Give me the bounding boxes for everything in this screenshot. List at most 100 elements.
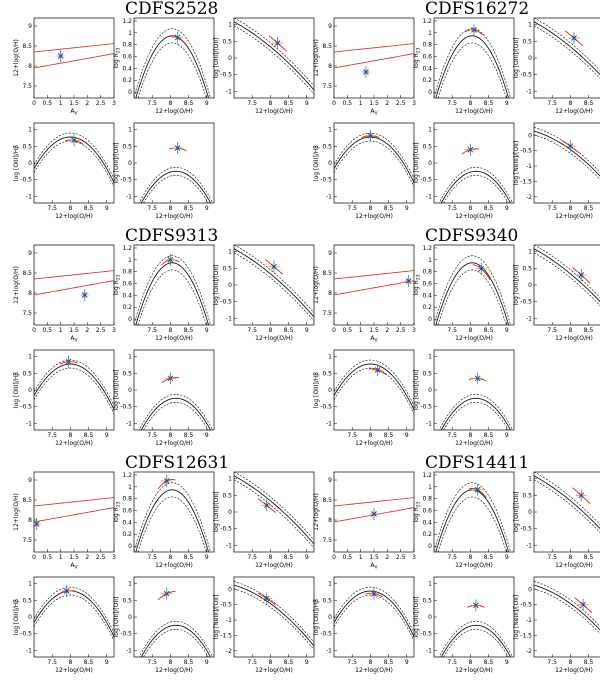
panel-av: 0 0.5 1 1.5 2 2.5 3 7.5 8 8.5 9 AV 12+log(O/H) bbox=[313, 17, 416, 117]
plot-area bbox=[34, 43, 114, 69]
x-axis-label: 12+log(O/H) bbox=[55, 213, 93, 220]
y-axis-label: log [OIII]/Hβ bbox=[313, 599, 320, 635]
y-tick-label: 0.5 bbox=[122, 370, 132, 377]
plot-frame bbox=[533, 471, 600, 553]
x-tick-label: 8.5 bbox=[84, 205, 94, 212]
model-curve bbox=[234, 248, 314, 318]
plot-area bbox=[434, 255, 511, 325]
x-axis-label: 12+log(O/H) bbox=[355, 213, 393, 220]
plot-area bbox=[134, 474, 211, 552]
y-tick-label: 0.2 bbox=[422, 531, 432, 538]
galaxy-block-cdfs9313: CDFS9313 0 0.5 1 1.5 2 2.5 3 7.5 8 8.5 9 AV 12+log(O/… bbox=[13, 226, 315, 447]
data-point bbox=[274, 40, 281, 46]
plot-frame bbox=[33, 576, 115, 658]
x-tick-label: 8 bbox=[368, 205, 372, 212]
y-tick-label: 0.5 bbox=[522, 492, 532, 499]
panel-o3hb: 7.5 8 8.5 9 -1 -0.5 0 0.5 1 12+log(O/H) log [OIII]… bbox=[13, 349, 115, 447]
plot-frame bbox=[133, 471, 215, 553]
model-curve-envelope bbox=[234, 581, 314, 643]
data-point bbox=[81, 292, 88, 298]
x-tick-label: 8 bbox=[168, 327, 172, 334]
y-tick-label: 0 bbox=[228, 55, 232, 62]
x-tick-label: 8 bbox=[268, 554, 272, 561]
plot-frame bbox=[433, 471, 515, 553]
panel-o3o2: 7.5 8 8.5 9 -1 -0.5 0 0.5 1 12+log(O/H) log [OIII]… bbox=[213, 17, 315, 115]
y-tick-label: -1 bbox=[426, 647, 432, 654]
y-tick-label: 1 bbox=[428, 30, 432, 37]
x-axis-label: 12+log(O/H) bbox=[455, 335, 493, 342]
plot-area bbox=[334, 129, 414, 187]
y-tick-label: 0.5 bbox=[422, 597, 432, 604]
y-tick-label: 0.5 bbox=[522, 38, 532, 45]
x-tick-label: 0 bbox=[332, 327, 336, 334]
y-tick-label: 8 bbox=[328, 63, 332, 70]
y-tick-label: 1.2 bbox=[422, 245, 432, 252]
x-tick-label: 8.5 bbox=[484, 659, 494, 666]
model-curve-envelope bbox=[234, 588, 314, 650]
x-tick-label: 0 bbox=[32, 100, 36, 107]
plot-frame bbox=[333, 122, 415, 204]
x-tick-label: 8 bbox=[168, 554, 172, 561]
data-point bbox=[65, 358, 72, 365]
plot-frame bbox=[533, 122, 600, 204]
x-tick-label: 9 bbox=[105, 659, 109, 666]
y-axis-label: log [OIII]/[OII] bbox=[213, 492, 220, 533]
model-curve-envelope bbox=[334, 594, 414, 641]
x-tick-label: 7.5 bbox=[47, 659, 57, 666]
y-tick-label: 0 bbox=[28, 614, 32, 621]
y-tick-label: 0.4 bbox=[122, 519, 132, 526]
data-point bbox=[571, 35, 577, 41]
y-tick-label: 1 bbox=[128, 581, 132, 588]
x-tick-label: 8.5 bbox=[484, 205, 494, 212]
x-tick-label: 7.5 bbox=[147, 554, 157, 561]
plot-area bbox=[134, 28, 211, 98]
galaxy-block-cdfs9340: CDFS9340 0 0.5 1 1.5 2 2.5 3 7.5 8 8.5 9 AV 12+log(O/… bbox=[313, 226, 600, 447]
x-tick-label: 8 bbox=[468, 554, 472, 561]
y-tick-label: 7.5 bbox=[22, 83, 32, 90]
x-tick-label: 7.5 bbox=[247, 554, 257, 561]
model-curve-envelope bbox=[438, 620, 513, 657]
y-tick-label: 0 bbox=[528, 282, 532, 289]
x-tick-label: 1 bbox=[359, 327, 363, 334]
y-tick-label: 0 bbox=[428, 614, 432, 621]
model-curve-envelope bbox=[234, 25, 314, 95]
y-tick-label: 0 bbox=[128, 160, 132, 167]
model-curve-envelope bbox=[334, 132, 414, 179]
y-tick-label: 8 bbox=[28, 517, 32, 524]
x-tick-label: 9 bbox=[205, 659, 209, 666]
y-axis-label: log [NeIII]/[OII] bbox=[513, 595, 520, 639]
model-curve-envelope bbox=[143, 401, 209, 430]
plot-area bbox=[234, 18, 314, 95]
x-tick-label: 0.5 bbox=[43, 100, 53, 107]
data-point bbox=[167, 256, 174, 263]
x-tick-label: 9 bbox=[205, 432, 209, 439]
y-tick-label: 1 bbox=[28, 354, 32, 361]
y-tick-label: 1 bbox=[28, 581, 32, 588]
plot-area bbox=[138, 372, 213, 430]
x-tick-label: 2.5 bbox=[396, 327, 406, 334]
y-tick-label: 8.5 bbox=[22, 270, 32, 277]
x-tick-label: 0 bbox=[332, 554, 336, 561]
y-tick-label: 9 bbox=[28, 477, 32, 484]
plot-area bbox=[234, 472, 314, 549]
y-tick-label: 7.5 bbox=[22, 537, 32, 544]
y-tick-label: -1 bbox=[326, 647, 332, 654]
y-tick-label: -0.5 bbox=[120, 177, 132, 184]
y-tick-label: 1 bbox=[528, 476, 532, 483]
y-tick-label: 0.6 bbox=[422, 281, 432, 288]
x-tick-label: 9 bbox=[405, 432, 409, 439]
model-curve-envelope bbox=[334, 140, 414, 187]
panel-r23: 7.5 8 8.5 9 0 0.2 0.4 0.6 0.8 1 1.2 12+log(O/H) log … bbox=[413, 244, 515, 342]
x-tick-label: 3 bbox=[112, 100, 116, 107]
x-tick-label: 0.5 bbox=[343, 554, 353, 561]
y-tick-label: 0.8 bbox=[422, 269, 432, 276]
plot-area bbox=[138, 587, 213, 657]
model-curve bbox=[334, 136, 414, 183]
x-tick-label: 8 bbox=[268, 659, 272, 666]
panel-o3o2b: 7.5 8 8.5 9 -1 -0.5 0 0.5 1 12+log(O/H) log [OIII]… bbox=[413, 349, 515, 447]
x-tick-label: 9 bbox=[505, 554, 509, 561]
y-tick-label: 0 bbox=[28, 387, 32, 394]
model-curve-envelope bbox=[534, 127, 600, 173]
plot-area bbox=[234, 581, 314, 650]
